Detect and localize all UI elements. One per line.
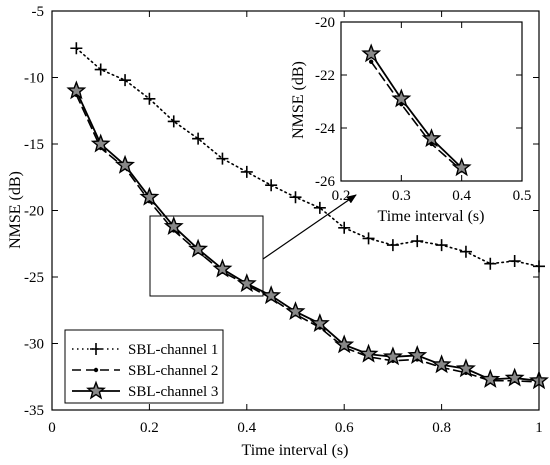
main-x-tick-label: 0.8 — [432, 420, 451, 436]
inset-y-tick-label: -24 — [315, 121, 335, 137]
main-point-sbl-channel-1 — [435, 239, 448, 252]
inset-y-tick-label: -22 — [315, 68, 335, 84]
main-point-sbl-channel-1 — [362, 232, 375, 245]
main-point-sbl-channel-1 — [94, 63, 107, 76]
main-point-sbl-channel-3 — [480, 368, 501, 388]
main-point-sbl-channel-3 — [431, 354, 452, 374]
main-y-tick-label: -20 — [24, 204, 44, 220]
legend-label-sbl-channel-1: SBL-channel 1 — [128, 342, 218, 358]
main-ticks-group: 0 0.2 0.4 0.6 0.8 1 -5 -10 -15 -20 -25 -30 -35 — [24, 4, 543, 436]
main-point-sbl-channel-3 — [66, 80, 87, 100]
legend-marker-sbl-channel-2 — [93, 367, 99, 373]
inset-y-tick-label: -26 — [315, 174, 335, 190]
main-y-tick-label: -25 — [24, 270, 44, 286]
main-point-sbl-channel-3 — [261, 285, 282, 305]
inset-axes-frame — [340, 21, 523, 182]
main-point-sbl-channel-3 — [139, 186, 160, 206]
legend-marker-sbl-channel-3 — [86, 380, 106, 400]
inset-point-sbl-channel-3 — [391, 88, 412, 108]
inset-line-sbl-channel-3 — [370, 52, 463, 169]
inset-point-sbl-channel-2 — [368, 59, 374, 64]
main-point-sbl-channel-1 — [240, 165, 253, 178]
main-point-sbl-channel-3 — [90, 133, 111, 153]
main-point-sbl-channel-1 — [143, 92, 156, 105]
inset-line-sbl-channel-2 — [370, 60, 463, 172]
main-point-sbl-channel-1 — [70, 42, 83, 55]
inset-point-sbl-channel-3 — [451, 157, 472, 177]
inset-plot: 0.2 0.3 0.4 0.5 -20 -22 -24 -26 Time interval (… — [290, 15, 531, 225]
inset-background — [341, 22, 522, 181]
main-point-sbl-channel-1 — [167, 115, 180, 128]
main-point-sbl-channel-1 — [508, 255, 521, 268]
main-point-sbl-channel-1 — [386, 239, 399, 252]
inset-x-tick-label: 0.2 — [332, 188, 351, 204]
main-x-axis-label: Time interval (s) — [242, 442, 349, 459]
main-x-tick-label: 0.4 — [237, 420, 256, 436]
main-point-sbl-channel-1 — [119, 74, 132, 87]
main-point-sbl-channel-3 — [163, 215, 184, 235]
main-point-sbl-channel-3 — [455, 358, 476, 378]
inset-x-tick-label: 0.3 — [392, 188, 411, 204]
main-point-sbl-channel-1 — [411, 235, 424, 248]
main-point-sbl-channel-3 — [334, 334, 355, 354]
main-point-sbl-channel-1 — [289, 191, 302, 204]
inset-x-axis-label: Time interval (s) — [378, 208, 485, 225]
inset-point-sbl-channel-3 — [361, 43, 382, 63]
legend-label-sbl-channel-2: SBL-channel 2 — [128, 363, 218, 379]
main-point-sbl-channel-3 — [407, 344, 428, 364]
main-point-sbl-channel-3 — [285, 301, 306, 321]
main-y-axis-label: NMSE (dB) — [7, 171, 24, 249]
main-x-tick-label: 1 — [535, 420, 543, 436]
main-line-sbl-channel-1 — [75, 47, 539, 268]
inset-ticks-group: 0.2 0.3 0.4 0.5 -20 -22 -24 -26 — [315, 15, 531, 204]
main-x-tick-label: 0.6 — [335, 420, 354, 436]
main-point-sbl-channel-3 — [309, 313, 330, 333]
main-point-sbl-channel-3 — [504, 367, 525, 387]
inset-point-sbl-channel-3 — [421, 128, 442, 148]
zoom-arrow — [262, 194, 357, 260]
main-point-sbl-channel-3 — [236, 273, 257, 293]
main-y-tick-label: -30 — [24, 337, 44, 353]
zoom-region-box — [149, 215, 264, 297]
main-plot: 0 0.2 0.4 0.6 0.8 1 -5 -10 -15 -20 -25 -30 -35 Time … — [7, 4, 549, 459]
main-y-tick-label: -5 — [32, 4, 45, 20]
inset-series-group — [370, 52, 463, 172]
inset-markers-group — [361, 43, 472, 177]
main-x-tick-label: 0 — [48, 420, 56, 436]
main-point-sbl-channel-1 — [459, 245, 472, 258]
main-point-sbl-channel-1 — [338, 221, 351, 234]
inset-x-tick-label: 0.5 — [513, 188, 532, 204]
main-point-sbl-channel-1 — [192, 132, 205, 145]
main-point-sbl-channel-1 — [265, 179, 278, 192]
legend-marker-sbl-channel-1 — [90, 343, 102, 355]
inset-y-axis-label: NMSE (dB) — [290, 61, 307, 139]
main-point-sbl-channel-3 — [115, 154, 136, 174]
inset-y-tick-label: -20 — [315, 15, 335, 31]
main-point-sbl-channel-1 — [313, 201, 326, 214]
inset-x-tick-label: 0.4 — [452, 188, 471, 204]
main-point-sbl-channel-3 — [188, 238, 209, 258]
main-point-sbl-channel-3 — [212, 258, 233, 278]
main-point-sbl-channel-1 — [216, 152, 229, 165]
main-x-tick-label: 0.2 — [140, 420, 159, 436]
main-y-tick-label: -10 — [24, 71, 44, 87]
main-point-sbl-channel-3 — [358, 343, 379, 363]
legend-label-sbl-channel-3: SBL-channel 3 — [128, 384, 218, 400]
legend: SBL-channel 1 SBL-channel 2 SBL-channel 3 — [64, 329, 224, 404]
main-point-sbl-channel-1 — [484, 257, 497, 270]
main-y-tick-label: -15 — [24, 137, 44, 153]
main-point-sbl-channel-3 — [382, 346, 403, 366]
main-y-tick-label: -35 — [24, 403, 44, 419]
